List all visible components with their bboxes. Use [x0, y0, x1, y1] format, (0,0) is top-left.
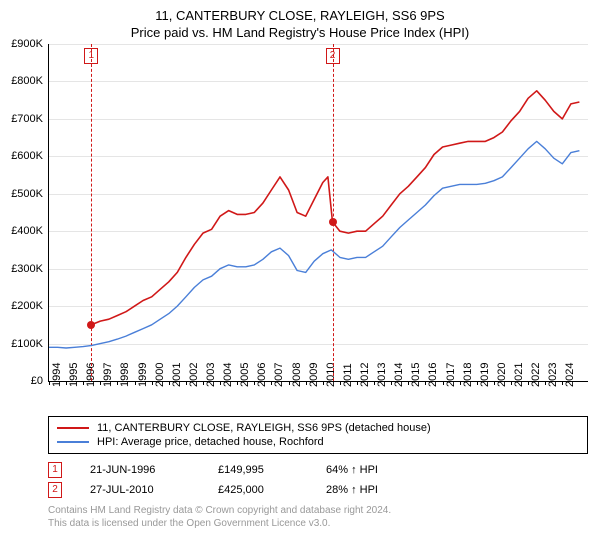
sale-point-dot — [329, 218, 337, 226]
y-tick-label: £200K — [11, 300, 43, 312]
series-line — [91, 91, 579, 325]
chart-lines-svg — [49, 44, 588, 381]
y-tick-label: £800K — [11, 75, 43, 87]
sale-price: £425,000 — [218, 484, 298, 496]
sales-table: 1 21-JUN-1996 £149,995 64% ↑ HPI 2 27-JU… — [48, 460, 588, 500]
chart-title-sub: Price paid vs. HM Land Registry's House … — [0, 23, 600, 44]
footer-line: Contains HM Land Registry data © Crown c… — [48, 504, 588, 517]
legend-label: HPI: Average price, detached house, Roch… — [97, 436, 324, 448]
y-tick-label: £400K — [11, 225, 43, 237]
sale-marker-badge: 1 — [48, 462, 62, 478]
legend-swatch — [57, 427, 89, 429]
y-tick-label: £100K — [11, 338, 43, 350]
legend-label: 11, CANTERBURY CLOSE, RAYLEIGH, SS6 9PS … — [97, 422, 431, 434]
sales-row: 1 21-JUN-1996 £149,995 64% ↑ HPI — [48, 460, 588, 480]
series-line — [49, 141, 579, 348]
chart-plot-wrap: £0£100K£200K£300K£400K£500K£600K£700K£80… — [48, 44, 588, 382]
footer-line: This data is licensed under the Open Gov… — [48, 517, 588, 530]
sale-delta: 28% ↑ HPI — [326, 484, 378, 496]
plot-area: £0£100K£200K£300K£400K£500K£600K£700K£80… — [48, 44, 588, 382]
chart-container: 11, CANTERBURY CLOSE, RAYLEIGH, SS6 9PS … — [0, 0, 600, 560]
y-tick-label: £900K — [11, 38, 43, 50]
legend-row: 11, CANTERBURY CLOSE, RAYLEIGH, SS6 9PS … — [57, 421, 579, 435]
y-tick-label: £300K — [11, 263, 43, 275]
sale-date: 21-JUN-1996 — [90, 464, 190, 476]
legend: 11, CANTERBURY CLOSE, RAYLEIGH, SS6 9PS … — [48, 416, 588, 454]
legend-row: HPI: Average price, detached house, Roch… — [57, 435, 579, 449]
y-tick-label: £700K — [11, 113, 43, 125]
y-tick-label: £500K — [11, 188, 43, 200]
y-tick-label: £0 — [31, 375, 43, 387]
y-tick-label: £600K — [11, 150, 43, 162]
sale-delta: 64% ↑ HPI — [326, 464, 378, 476]
sale-price: £149,995 — [218, 464, 298, 476]
legend-swatch — [57, 441, 89, 443]
sale-point-dot — [87, 321, 95, 329]
sale-date: 27-JUL-2010 — [90, 484, 190, 496]
footer-attribution: Contains HM Land Registry data © Crown c… — [48, 504, 588, 530]
chart-title-address: 11, CANTERBURY CLOSE, RAYLEIGH, SS6 9PS — [0, 0, 600, 23]
sale-marker-badge: 2 — [48, 482, 62, 498]
sales-row: 2 27-JUL-2010 £425,000 28% ↑ HPI — [48, 480, 588, 500]
